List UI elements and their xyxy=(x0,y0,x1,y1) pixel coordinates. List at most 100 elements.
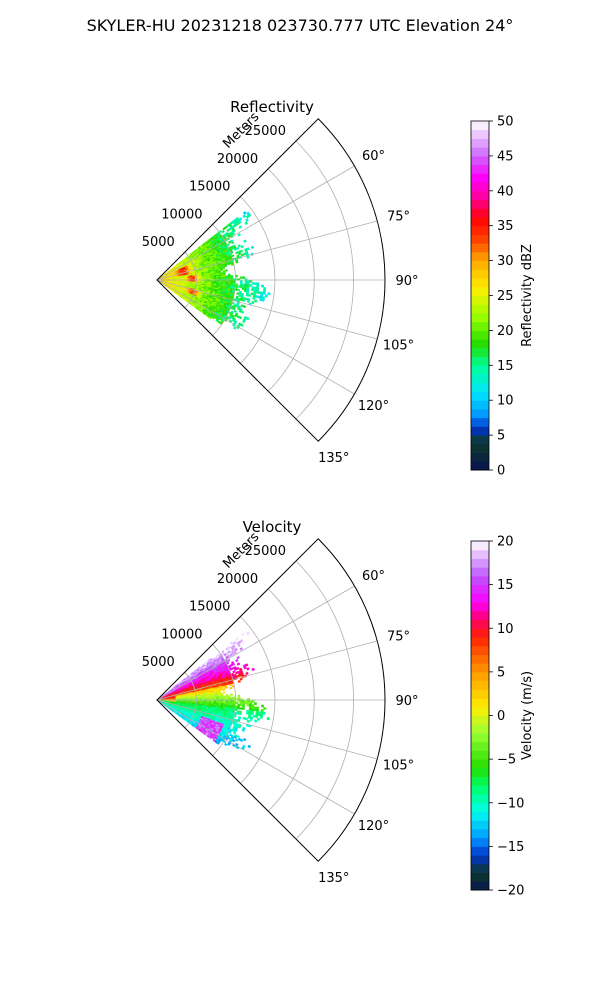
range-tick-label: 10000 xyxy=(161,627,202,642)
echo-cell xyxy=(240,245,244,249)
echo-cell xyxy=(240,310,245,314)
echo-cell xyxy=(250,712,254,716)
echo-cell xyxy=(230,276,234,279)
echo-cell xyxy=(236,662,241,666)
colorbar-segment xyxy=(471,461,489,471)
echo-cell xyxy=(239,276,243,279)
colorbar-segment xyxy=(471,417,489,427)
colorbar-segment xyxy=(471,225,489,235)
colorbar-segment xyxy=(471,881,489,891)
colorbar-segment xyxy=(471,567,489,577)
colorbar-segment xyxy=(471,837,489,847)
colorbar-tick-label: 35 xyxy=(497,219,514,234)
echo-cell xyxy=(236,288,240,292)
colorbar-segment xyxy=(471,321,489,331)
echo-cell xyxy=(242,305,247,309)
echo-cell xyxy=(232,696,236,699)
colorbar-segment xyxy=(471,619,489,629)
colorbar-segment xyxy=(471,794,489,804)
colorbar-segment xyxy=(471,391,489,401)
colorbar-segment xyxy=(471,558,489,568)
echo-cell xyxy=(246,667,250,671)
velocity-colorbar: −20 −15 −10 −5 0 5 10 15 20 xyxy=(470,535,524,899)
colorbar-segment xyxy=(471,610,489,621)
reflectivity-title: Reflectivity xyxy=(230,98,314,116)
echo-cell xyxy=(242,276,246,279)
echo-cell xyxy=(259,715,263,719)
echo-cell xyxy=(247,700,250,703)
colorbar-segment xyxy=(471,706,489,716)
echo-cell xyxy=(256,282,260,286)
azimuth-tick-label: 90° xyxy=(395,694,418,709)
echo-cell xyxy=(227,696,231,699)
colorbar-segment xyxy=(471,374,489,384)
echo-cell xyxy=(239,280,243,283)
echo-cell xyxy=(242,298,246,302)
colorbar-segment xyxy=(471,295,489,305)
echo-cell xyxy=(236,656,240,660)
azimuth-tick-label: 135° xyxy=(318,871,349,886)
azimuth-tick-label: 120° xyxy=(358,819,389,834)
range-tick-label: 25000 xyxy=(245,124,286,139)
colorbar-segment xyxy=(471,575,489,586)
echo-cell xyxy=(249,718,253,722)
colorbar-segment xyxy=(471,811,489,821)
azimuth-tick-label: 105° xyxy=(383,759,414,774)
colorbar-segment xyxy=(471,260,489,270)
colorbar-segment xyxy=(471,304,489,314)
colorbar-segment xyxy=(471,698,489,708)
echo-cell xyxy=(229,687,233,690)
echo-cell xyxy=(224,264,228,268)
echo-cell xyxy=(247,744,252,749)
azimuth-tick-label: 90° xyxy=(395,274,418,289)
colorbar-segment xyxy=(471,138,489,148)
echo-cell xyxy=(254,299,258,303)
colorbar-segment xyxy=(471,785,489,795)
echo-cell xyxy=(237,680,241,683)
colorbar-tick-label: −10 xyxy=(497,796,524,811)
colorbar-segment xyxy=(471,820,489,830)
colorbar-segment xyxy=(471,750,489,760)
echo-cell xyxy=(254,282,257,285)
colorbar-segment xyxy=(471,155,489,166)
echo-cell xyxy=(244,282,248,285)
echo-cell xyxy=(247,213,252,218)
colorbar-segment xyxy=(471,182,489,192)
colorbar-tick-label: 50 xyxy=(497,115,514,130)
echo-cell xyxy=(239,647,244,651)
echo-cell xyxy=(219,268,224,271)
echo-cell xyxy=(227,276,231,279)
echo-cell xyxy=(237,694,241,698)
echo-cell xyxy=(227,658,231,663)
echo-cell xyxy=(243,239,247,243)
echo-cell xyxy=(237,707,241,710)
echo-cell xyxy=(222,691,226,694)
colorbar-segment xyxy=(471,654,489,664)
echo-cell xyxy=(249,702,253,705)
colorbar-tick-label: 20 xyxy=(497,535,514,550)
colorbar-segment xyxy=(471,759,489,769)
echo-cell xyxy=(251,667,255,672)
echo-cell xyxy=(230,693,234,696)
range-tick-label: 20000 xyxy=(217,152,258,167)
colorbar-segment xyxy=(471,715,489,725)
colorbar-tick-label: 15 xyxy=(497,578,514,593)
azimuth-tick-label: 75° xyxy=(387,209,410,224)
echo-cell xyxy=(262,711,266,715)
colorbar-segment xyxy=(471,278,489,288)
echo-cell xyxy=(246,704,250,707)
colorbar-segment xyxy=(471,216,489,227)
colorbar-segment xyxy=(471,767,489,778)
echo-cell xyxy=(231,684,235,688)
echo-cell xyxy=(242,737,247,742)
colorbar-tick-label: 5 xyxy=(497,665,505,680)
echo-cell xyxy=(253,708,257,712)
colorbar-segment xyxy=(471,339,489,349)
colorbar-segment xyxy=(471,190,489,201)
echo-cell xyxy=(262,291,266,295)
echo-cell xyxy=(245,218,249,222)
colorbar-segment xyxy=(471,689,489,699)
echo-cell xyxy=(251,300,255,305)
echo-cell xyxy=(244,221,249,226)
